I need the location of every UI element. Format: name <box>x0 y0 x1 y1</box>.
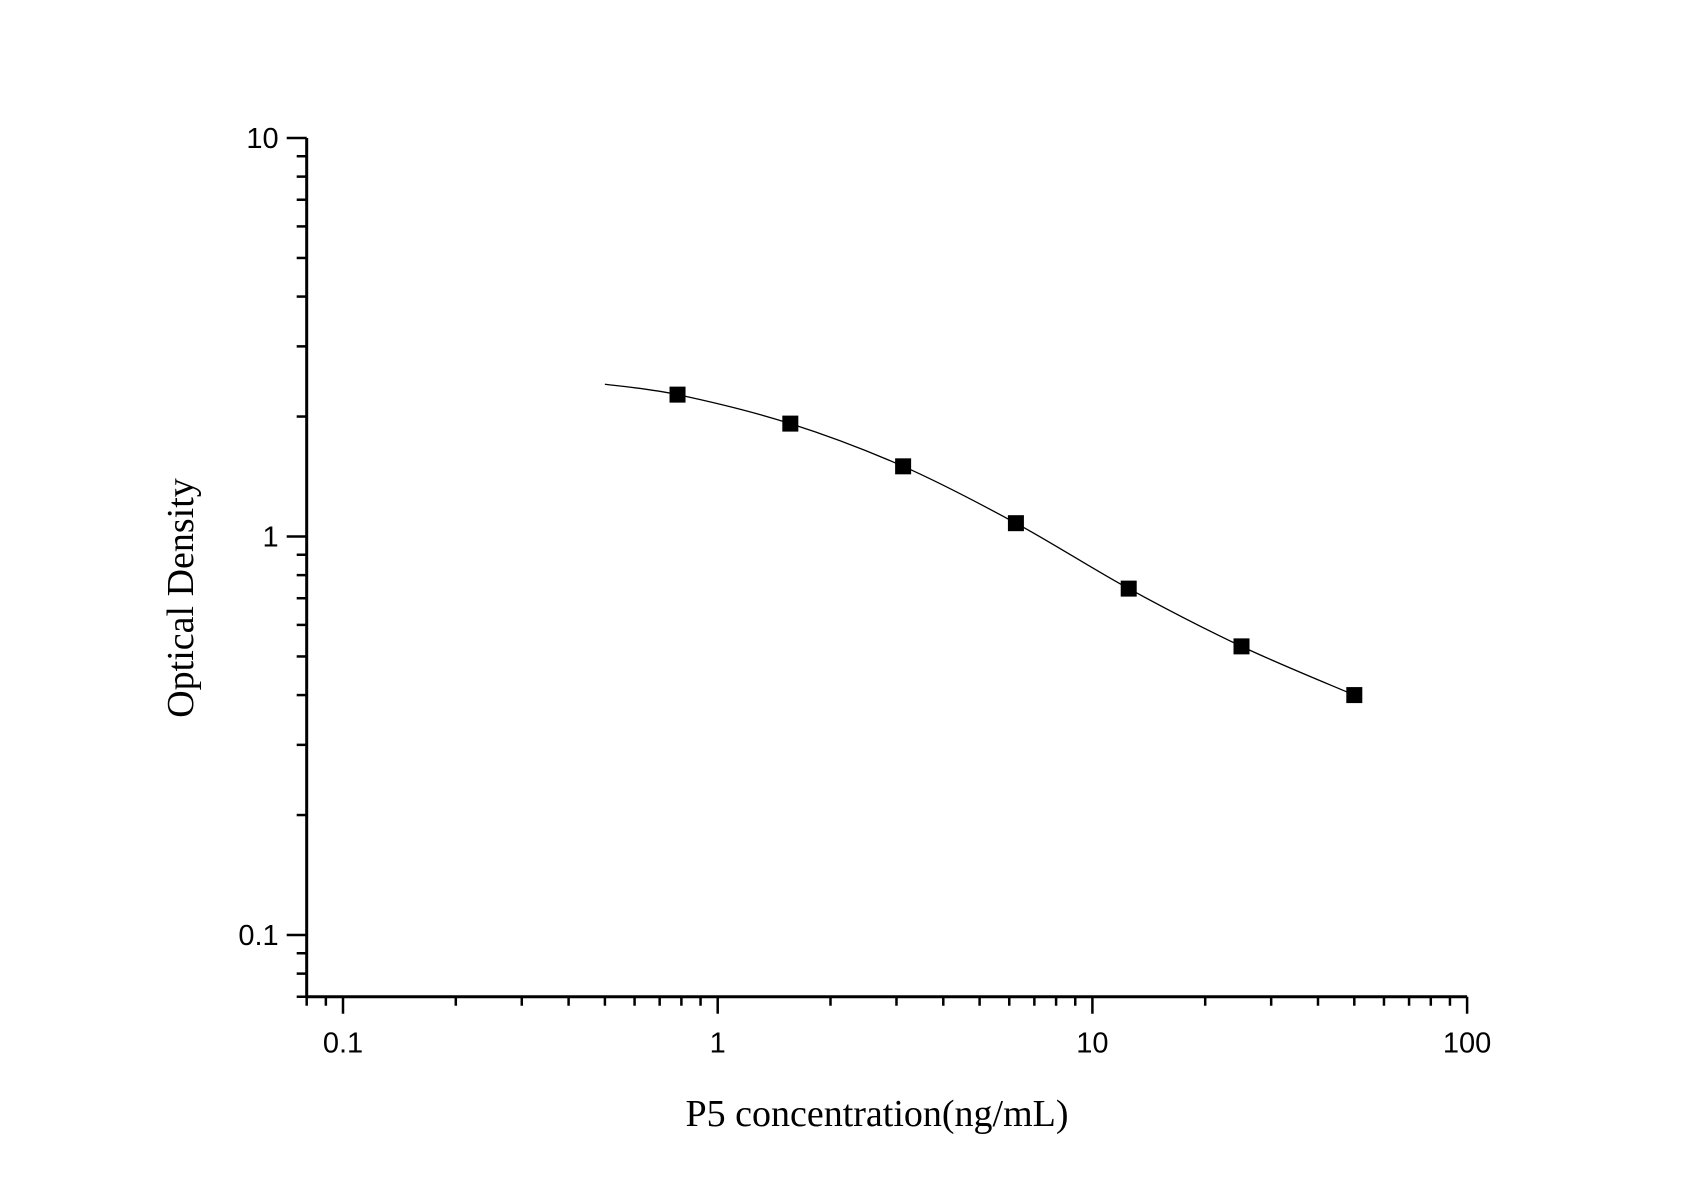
data-point <box>669 386 686 403</box>
y-tick-label: 0.1 <box>238 920 278 952</box>
data-point <box>1007 515 1024 532</box>
y-tick-label: 1 <box>263 522 279 554</box>
x-tick-label: 100 <box>1443 1028 1491 1060</box>
y-axis-title: Optical Density <box>160 478 202 718</box>
data-points <box>669 386 1363 704</box>
data-point <box>1120 580 1137 597</box>
axes <box>305 138 1468 999</box>
x-axis-title: P5 concentration(ng/mL) <box>685 1093 1068 1135</box>
x-tick-label: 0.1 <box>323 1028 363 1060</box>
data-point <box>782 415 799 432</box>
data-point <box>1233 638 1250 655</box>
x-tick-label: 1 <box>710 1028 726 1060</box>
ticks: 0.1 1 10 100 0.1 1 10 <box>238 123 1491 1060</box>
data-point <box>895 458 912 475</box>
x-tick-label: 10 <box>1076 1028 1108 1060</box>
y-tick-label: 10 <box>246 123 278 155</box>
data-point <box>1346 687 1363 704</box>
